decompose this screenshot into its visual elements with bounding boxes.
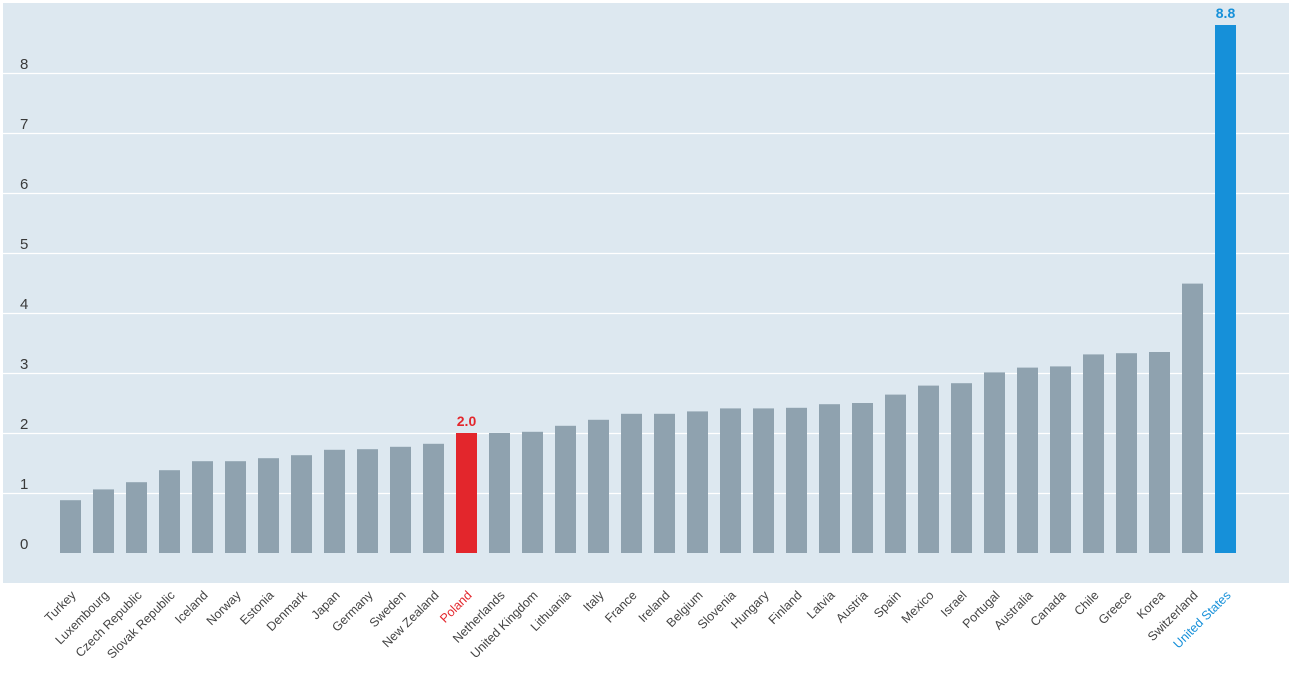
bar-spain <box>885 394 906 553</box>
y-tick-label: 3 <box>20 356 28 373</box>
bar-hungary <box>753 408 774 553</box>
x-tick-label: Austria <box>833 588 870 625</box>
x-tick-label: Italy <box>581 588 608 615</box>
bar-turkey <box>60 500 81 553</box>
y-tick-label: 6 <box>20 176 28 193</box>
bar-canada <box>1050 366 1071 553</box>
bar-luxembourg <box>93 489 114 553</box>
data-label: 8.8 <box>1216 5 1236 21</box>
x-tick-label: Latvia <box>804 588 838 622</box>
bar-switzerland <box>1182 283 1203 553</box>
y-tick-label: 1 <box>20 476 28 493</box>
x-tick-label: Norway <box>204 588 244 628</box>
bar-netherlands <box>489 433 510 553</box>
y-tick-label: 2 <box>20 416 28 433</box>
bar-estonia <box>258 458 279 553</box>
bar-korea <box>1149 352 1170 553</box>
bar-denmark <box>291 455 312 553</box>
y-tick-label: 0 <box>20 536 28 553</box>
x-tick-label: Chile <box>1072 588 1102 618</box>
bar-portugal <box>984 372 1005 553</box>
plot-background <box>3 3 1289 583</box>
x-tick-label: Iceland <box>172 588 210 626</box>
bar-germany <box>357 449 378 553</box>
bar-slovak-republic <box>159 470 180 553</box>
y-tick-label: 4 <box>20 296 28 313</box>
y-tick-label: 5 <box>20 236 28 253</box>
bar-mexico <box>918 385 939 553</box>
bar-poland <box>456 433 477 553</box>
bar-new-zealand <box>423 443 444 553</box>
bar-ireland <box>654 413 675 553</box>
bar-united-kingdom <box>522 431 543 553</box>
x-tick-label: Finland <box>766 588 805 627</box>
bar-chile <box>1083 354 1104 553</box>
bar-lithuania <box>555 425 576 553</box>
bar-czech-republic <box>126 482 147 553</box>
bar-latvia <box>819 404 840 553</box>
x-tick-label: Canada <box>1028 588 1069 629</box>
data-label: 2.0 <box>457 413 477 429</box>
x-tick-label: Hungary <box>728 588 772 632</box>
bar-japan <box>324 449 345 553</box>
bar-belgium <box>687 411 708 553</box>
bar-united-states <box>1215 25 1236 553</box>
bar-france <box>621 413 642 553</box>
bar-finland <box>786 407 807 553</box>
x-tick-label: Greece <box>1096 588 1135 627</box>
y-tick-label: 7 <box>20 116 28 133</box>
bar-israel <box>951 383 972 553</box>
bar-norway <box>225 461 246 553</box>
bar-iceland <box>192 461 213 553</box>
bar-slovenia <box>720 408 741 553</box>
bar-australia <box>1017 367 1038 553</box>
y-tick-label: 8 <box>20 56 28 73</box>
bar-austria <box>852 403 873 553</box>
x-tick-label: Mexico <box>899 588 937 626</box>
x-tick-label: France <box>602 588 639 625</box>
bar-greece <box>1116 353 1137 553</box>
bar-italy <box>588 419 609 553</box>
bar-sweden <box>390 446 411 553</box>
